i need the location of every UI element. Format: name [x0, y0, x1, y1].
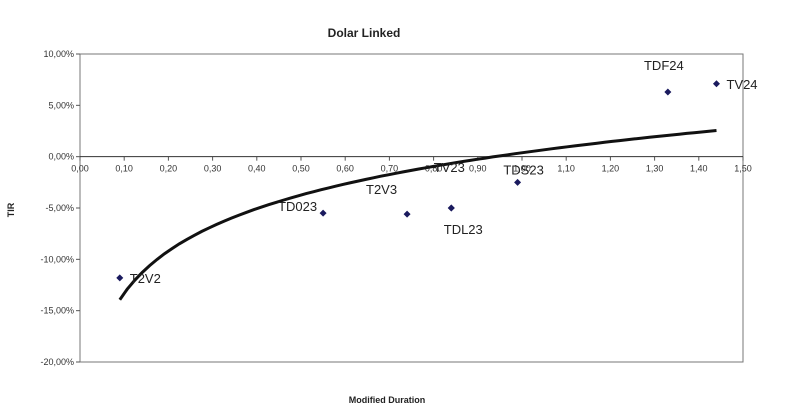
y-tick-label: -20,00% — [40, 357, 74, 367]
data-point-label: TV24 — [726, 77, 757, 92]
x-tick-label: 0,40 — [248, 164, 266, 174]
x-tick-label: 1,10 — [557, 164, 575, 174]
x-axis-label: Modified Duration — [349, 395, 426, 405]
y-tick-label: 0,00% — [48, 152, 74, 162]
x-tick-label: 0,30 — [204, 164, 222, 174]
data-point-marker — [116, 274, 124, 282]
y-tick-label: 5,00% — [48, 100, 74, 110]
x-tick-label: 0,00 — [71, 164, 89, 174]
x-tick-label: 0,90 — [469, 164, 487, 174]
x-tick-label: 1,40 — [690, 164, 708, 174]
x-axis-ticks: 0,00 0,10 0,20 0,30 0,40 0,50 0,60 0,70 0,80 0,90… — [71, 156, 752, 174]
x-tick-label: 1,20 — [602, 164, 620, 174]
data-point-label: TDF24 — [644, 58, 684, 73]
data-point-marker — [319, 209, 327, 217]
x-tick-label: 0,70 — [381, 164, 399, 174]
x-tick-label: 0,20 — [160, 164, 178, 174]
y-tick-label: 10,00% — [43, 49, 74, 59]
x-tick-label: 0,50 — [292, 164, 310, 174]
y-tick-label: -5,00% — [45, 203, 74, 213]
data-point-label: TD023 — [278, 199, 317, 214]
data-point-marker — [447, 204, 455, 212]
plot-area — [79, 53, 744, 363]
chart-title: Dolar Linked — [328, 26, 401, 40]
x-tick-label: 1,30 — [646, 164, 664, 174]
x-tick-label: 0,80 — [425, 164, 443, 174]
data-point-marker — [403, 210, 411, 218]
data-point-label: TV23 — [434, 160, 465, 175]
data-points: T2V2 TD023 T2V3 TV23 TDL23 TDS23 TDF24 TV24 — [116, 58, 758, 286]
data-point-marker — [712, 80, 720, 88]
data-point-marker — [514, 178, 522, 186]
x-tick-label: 0,10 — [115, 164, 133, 174]
data-point-label: TDL23 — [444, 222, 483, 237]
data-point-marker — [664, 88, 672, 96]
y-tick-label: -15,00% — [40, 306, 74, 316]
data-point-label: T2V3 — [366, 182, 397, 197]
data-point-label: TDS23 — [503, 162, 543, 177]
x-tick-label: 1,00 — [513, 164, 531, 174]
y-tick-label: -10,00% — [40, 254, 74, 264]
x-tick-label: 0,60 — [336, 164, 354, 174]
x-tick-label: 1,50 — [734, 164, 752, 174]
data-point-label: T2V2 — [130, 271, 161, 286]
y-axis-label: TIR — [6, 202, 16, 217]
trend-line — [118, 129, 717, 301]
y-axis-ticks: 10,00% 5,00% 0,00% -5,00% -10,00% -15,00% -20,… — [40, 49, 80, 367]
